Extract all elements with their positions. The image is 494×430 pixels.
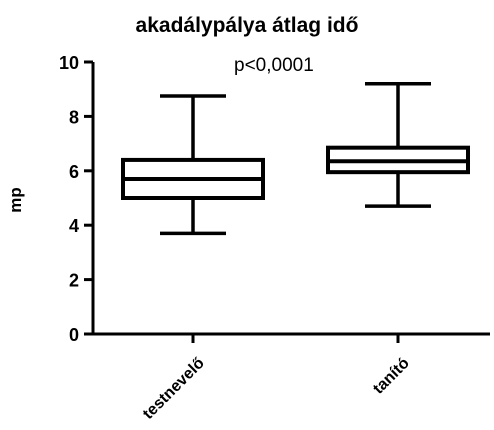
box-1	[121, 94, 265, 236]
axes: 0 2 4 6 8 10 testnevelő tanító	[59, 53, 490, 423]
y-tick-label: 10	[59, 53, 79, 73]
y-tick-label: 8	[69, 107, 79, 127]
p-value-annotation: p<0,0001	[234, 55, 314, 76]
y-tick-label: 6	[69, 162, 79, 182]
x-tick-label: tanító	[370, 355, 413, 398]
y-tick-label: 0	[69, 325, 79, 345]
chart-title: akadálypálya átlag idő	[135, 14, 359, 37]
y-tick-label: 4	[69, 216, 79, 236]
boxes	[121, 82, 470, 236]
box-2	[326, 82, 470, 208]
x-tick-label: testnevelő	[140, 355, 208, 423]
y-tick-label: 2	[69, 271, 79, 291]
